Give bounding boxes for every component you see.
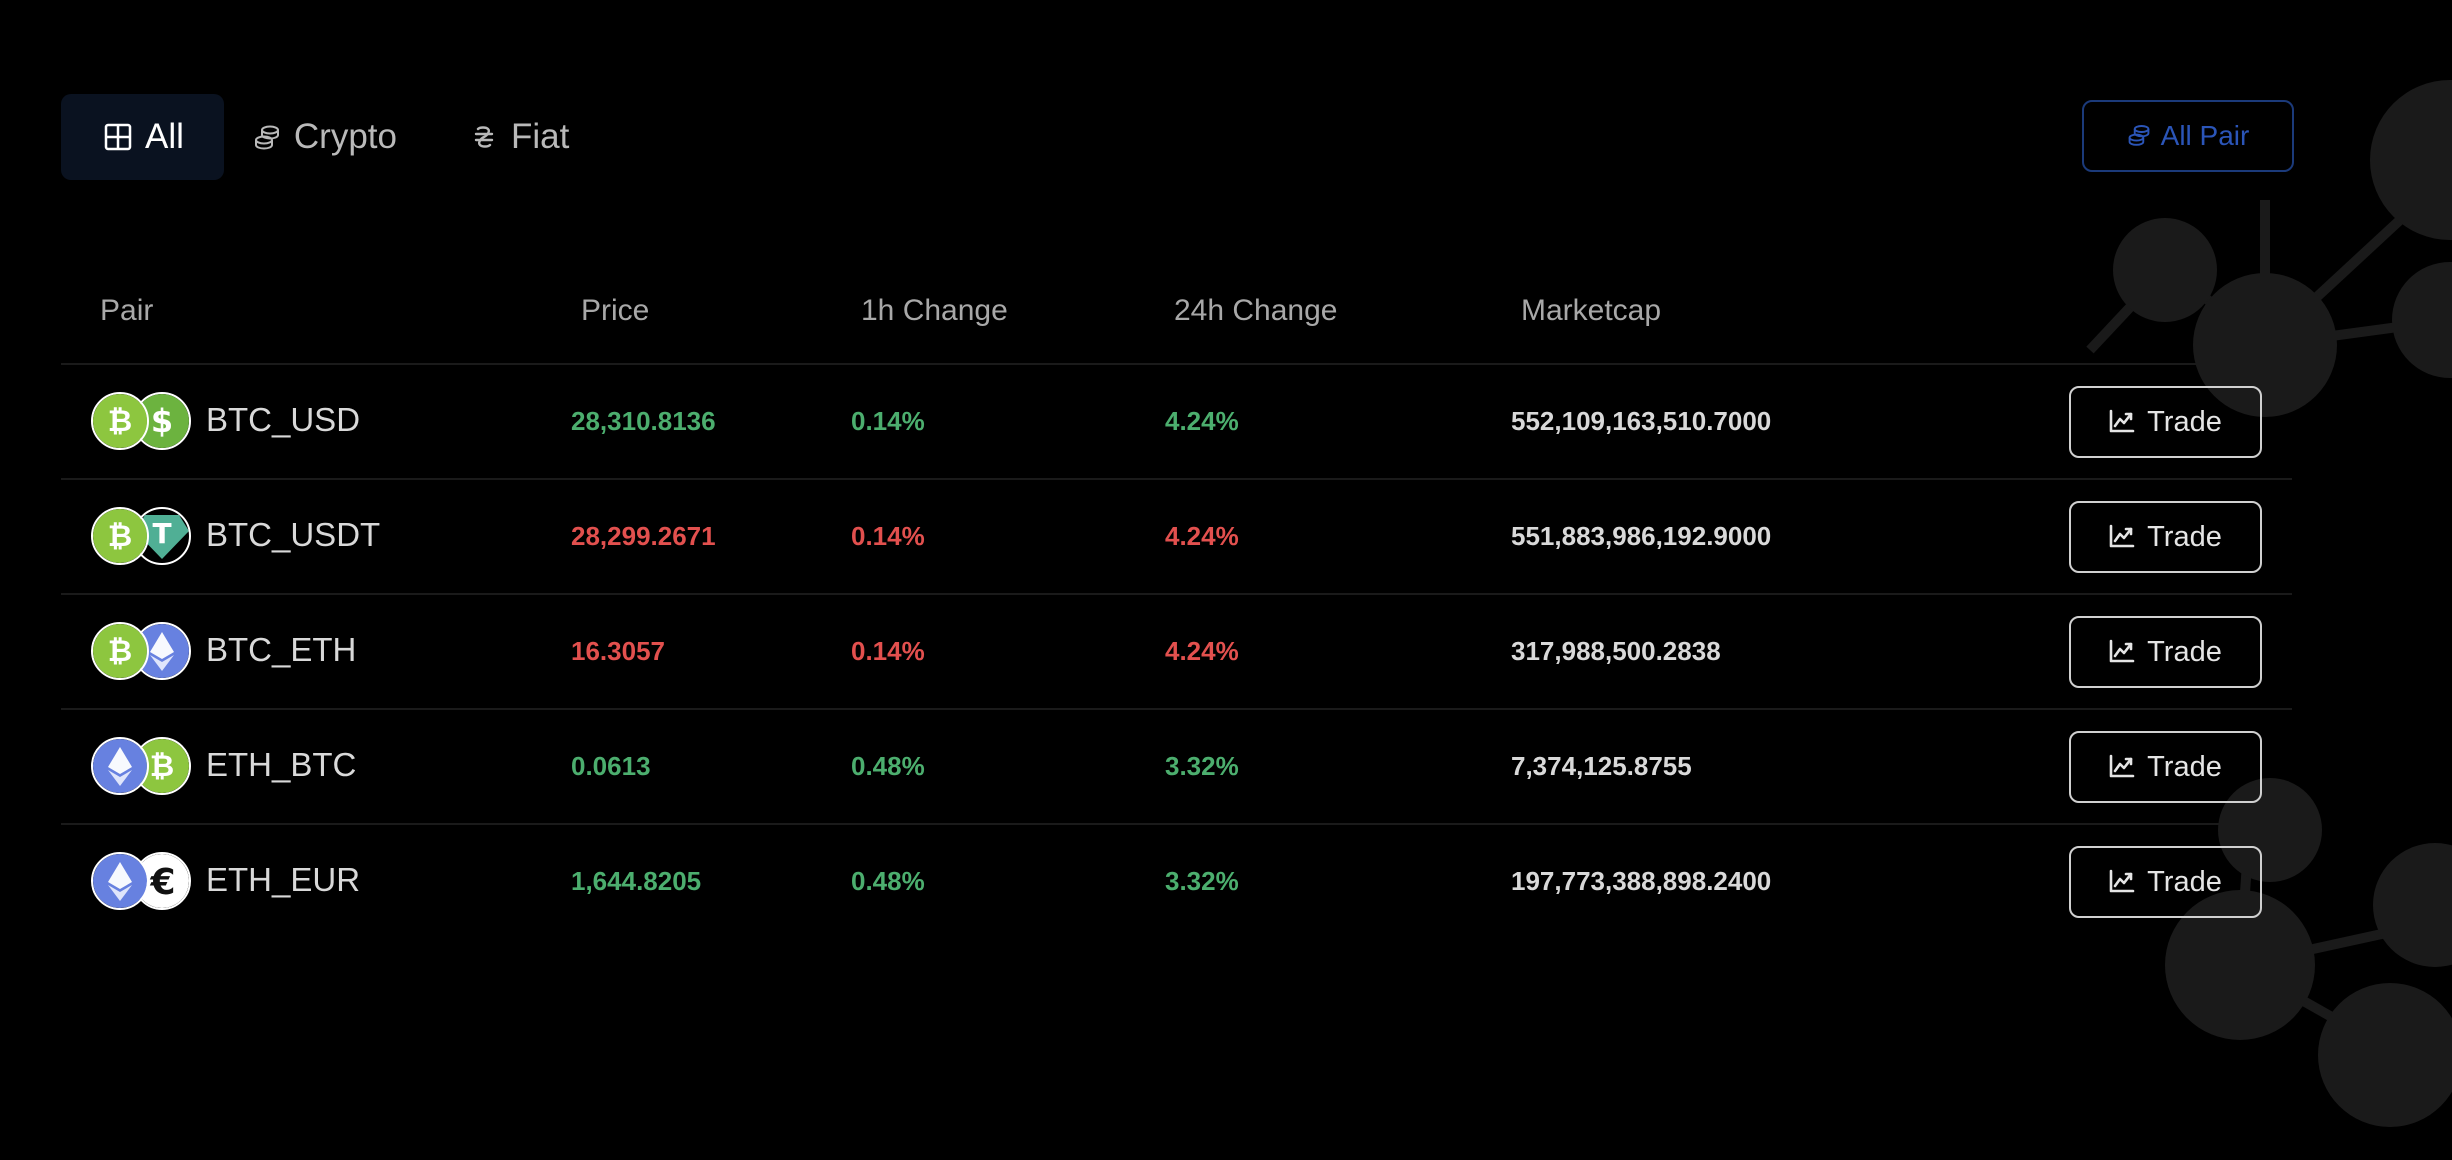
change-1h-value: 0.48% xyxy=(851,751,925,781)
svg-text:₿: ₿ xyxy=(108,634,132,669)
usd-icon: $ xyxy=(133,392,191,450)
filter-tabs: All Crypto Fiat xyxy=(61,94,593,180)
change-1h-value: 0.14% xyxy=(851,636,925,666)
btc-icon: ₿ xyxy=(91,622,149,680)
change-24h-value: 4.24% xyxy=(1165,636,1239,666)
pair-name: BTC_USD xyxy=(206,401,361,438)
trade-button[interactable]: Trade xyxy=(2069,501,2262,573)
price-value: 28,299.2671 xyxy=(571,521,716,551)
coins-icon xyxy=(2127,123,2153,149)
trade-button-label: Trade xyxy=(2147,750,2222,783)
pair-name: BTC_USDT xyxy=(206,516,381,553)
eth-icon xyxy=(91,737,149,795)
change-1h-value: 0.14% xyxy=(851,521,925,551)
all-pair-label: All Pair xyxy=(2160,120,2250,151)
table-row-btc-usdt: ₿ T BTC_USDT 28,299.2671 0.14% 4.24% 551… xyxy=(61,480,2292,595)
change-1h-value: 0.48% xyxy=(851,866,925,896)
change-1h-value: 0.14% xyxy=(851,406,925,436)
pair-icons: ₿ xyxy=(91,737,193,799)
change-24h-value: 4.24% xyxy=(1165,521,1239,551)
trade-button-label: Trade xyxy=(2147,520,2222,553)
tab-crypto-label: Crypto xyxy=(293,117,397,156)
trade-button[interactable]: Trade xyxy=(2069,386,2262,458)
trade-button-label: Trade xyxy=(2147,405,2222,438)
tab-all-label: All xyxy=(145,117,184,156)
change-24h-value: 3.32% xyxy=(1165,866,1239,896)
price-value: 1,644.8205 xyxy=(571,866,702,896)
header-marketcap: Marketcap xyxy=(1521,294,1662,327)
pair-name: ETH_BTC xyxy=(206,746,357,783)
chart-line-icon xyxy=(2109,753,2137,781)
btc-icon: ₿ xyxy=(133,737,191,795)
coins-icon xyxy=(252,122,282,152)
eth-icon xyxy=(91,852,149,910)
change-24h-value: 3.32% xyxy=(1165,751,1239,781)
hryvnia-icon xyxy=(469,122,499,152)
btc-icon: ₿ xyxy=(91,392,149,450)
price-value: 0.0613 xyxy=(571,751,651,781)
pair-icons: ₿ T xyxy=(91,507,193,569)
table-header: Pair Price 1h Change 24h Change Marketca… xyxy=(61,262,2292,365)
chart-line-icon xyxy=(2109,523,2137,551)
price-value: 28,310.8136 xyxy=(571,406,716,436)
chart-line-icon xyxy=(2109,638,2137,666)
marketcap-value: 552,109,163,510.7000 xyxy=(1511,406,1772,436)
trade-button[interactable]: Trade xyxy=(2069,731,2262,803)
svg-text:€: € xyxy=(149,862,175,903)
svg-text:T: T xyxy=(152,517,171,550)
trade-button-label: Trade xyxy=(2147,635,2222,668)
all-pair-button[interactable]: All Pair xyxy=(2082,100,2294,172)
marketcap-value: 317,988,500.2838 xyxy=(1511,636,1721,666)
tab-fiat-label: Fiat xyxy=(511,117,570,156)
svg-text:₿: ₿ xyxy=(108,404,132,439)
pair-name: BTC_ETH xyxy=(206,631,357,668)
header-1h-change: 1h Change xyxy=(861,294,1008,327)
pair-icons: € xyxy=(91,852,193,914)
header-price: Price xyxy=(581,294,650,327)
marketcap-value: 7,374,125.8755 xyxy=(1511,751,1692,781)
header-24h-change: 24h Change xyxy=(1174,294,1338,327)
price-value: 16.3057 xyxy=(571,636,665,666)
tab-fiat[interactable]: Fiat xyxy=(415,94,593,180)
table-row-btc-eth: ₿ BTC_ETH 16.3057 0.14% 4.24% 317,988,50… xyxy=(61,595,2292,710)
header-pair: Pair xyxy=(100,294,154,327)
trade-button[interactable]: Trade xyxy=(2069,616,2262,688)
chart-line-icon xyxy=(2109,868,2137,896)
svg-text:₿: ₿ xyxy=(150,749,174,784)
change-24h-value: 4.24% xyxy=(1165,406,1239,436)
pair-name: ETH_EUR xyxy=(206,861,361,898)
pairs-table: Pair Price 1h Change 24h Change Marketca… xyxy=(61,262,2292,938)
table-row-btc-usd: ₿ $ BTC_USD 28,310.8136 0.14% 4.24% 552,… xyxy=(61,365,2292,480)
svg-text:₿: ₿ xyxy=(108,519,132,554)
pair-icons: ₿ xyxy=(91,622,193,684)
table-row-eth-btc: ₿ ETH_BTC 0.0613 0.48% 3.32% 7,374,125.8… xyxy=(61,710,2292,825)
marketcap-value: 551,883,986,192.9000 xyxy=(1511,521,1772,551)
table-row-eth-eur: € ETH_EUR 1,644.8205 0.48% 3.32% 197,773… xyxy=(61,825,2292,938)
svg-text:$: $ xyxy=(151,402,173,440)
pair-icons: ₿ $ xyxy=(91,392,193,454)
tab-crypto[interactable]: Crypto xyxy=(224,94,415,180)
tab-all[interactable]: All xyxy=(61,94,224,180)
btc-icon: ₿ xyxy=(91,507,149,565)
chart-line-icon xyxy=(2109,408,2137,436)
marketcap-value: 197,773,388,898.2400 xyxy=(1511,866,1772,896)
grid-icon xyxy=(103,122,133,152)
trade-button-label: Trade xyxy=(2147,865,2222,898)
trade-button[interactable]: Trade xyxy=(2069,846,2262,918)
